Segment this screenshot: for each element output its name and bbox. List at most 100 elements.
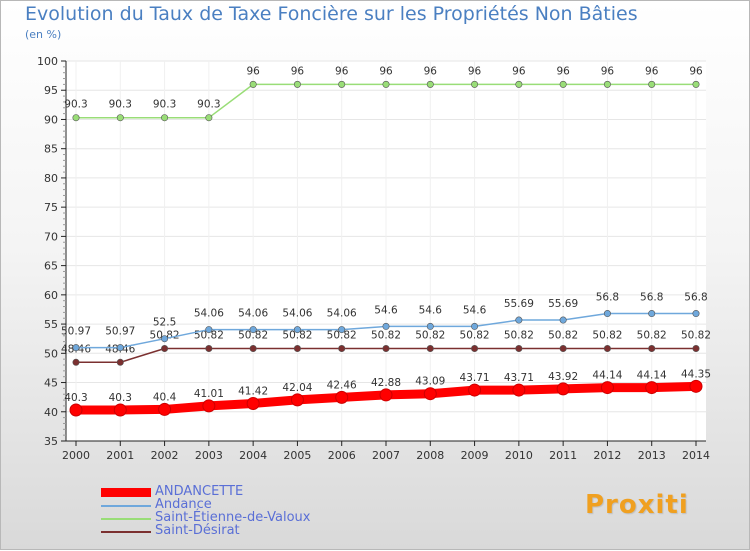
data-point-saint-desirat bbox=[692, 345, 700, 353]
series-saint-desirat: 48.4648.4650.8250.8250.8250.8250.8250.82… bbox=[61, 330, 711, 366]
data-label-saint-etienne-de-valoux: 96 bbox=[556, 65, 570, 77]
y-tick-label: 40 bbox=[44, 406, 58, 419]
x-tick-label: 2008 bbox=[416, 449, 444, 462]
y-tick-label: 45 bbox=[44, 377, 58, 390]
data-point-saint-etienne-de-valoux bbox=[382, 80, 390, 88]
y-tick-label: 65 bbox=[44, 260, 58, 273]
x-tick-label: 2001 bbox=[106, 449, 134, 462]
data-label-saint-etienne-de-valoux: 96 bbox=[468, 65, 482, 77]
data-label-andancette: 41.42 bbox=[238, 385, 268, 397]
legend-item-saint-desirat: Saint-Désirat bbox=[101, 523, 351, 538]
y-tick-label: 80 bbox=[44, 172, 58, 185]
data-label-saint-etienne-de-valoux: 90.3 bbox=[64, 99, 87, 111]
x-tick-label: 2009 bbox=[461, 449, 489, 462]
data-label-andance: 50.97 bbox=[61, 326, 91, 338]
data-label-andancette: 42.46 bbox=[327, 379, 357, 391]
data-point-andancette bbox=[202, 399, 216, 413]
data-point-saint-desirat bbox=[161, 345, 169, 353]
data-point-andancette bbox=[468, 383, 482, 397]
data-point-andancette bbox=[290, 393, 304, 407]
data-point-andancette bbox=[600, 381, 614, 395]
data-point-andancette bbox=[69, 403, 83, 417]
data-point-saint-etienne-de-valoux bbox=[426, 80, 434, 88]
data-point-saint-desirat bbox=[338, 345, 346, 353]
legend-swatch-saint-desirat bbox=[101, 531, 151, 533]
data-point-saint-etienne-de-valoux bbox=[161, 114, 169, 122]
x-tick-label: 2010 bbox=[505, 449, 533, 462]
legend-label-andancette: ANDANCETTE bbox=[155, 484, 244, 499]
data-point-andance bbox=[116, 344, 124, 352]
data-label-andance: 54.6 bbox=[419, 304, 443, 316]
x-tick-label: 2012 bbox=[593, 449, 621, 462]
data-point-saint-desirat bbox=[559, 345, 567, 353]
data-point-andance bbox=[293, 326, 301, 334]
legend-swatch-saint-etienne-de-valoux bbox=[101, 518, 151, 520]
data-point-saint-etienne-de-valoux bbox=[471, 80, 479, 88]
data-point-andance bbox=[603, 310, 611, 318]
data-point-saint-desirat bbox=[116, 358, 124, 366]
proxiti-logo: Proxiti bbox=[585, 490, 689, 520]
series-andancette: 40.3 40.3 40.4 41.01 41.42 42.04 42.46 42.88 43.… bbox=[64, 368, 711, 417]
data-point-andance bbox=[515, 316, 523, 324]
legend: ANDANCETTE Andance Saint-Étienne-de-Valo… bbox=[101, 484, 351, 538]
y-tick-label: 95 bbox=[44, 84, 58, 97]
data-point-andance bbox=[692, 310, 700, 318]
data-label-andancette: 40.4 bbox=[153, 391, 177, 403]
series-saint-etienne-de-valoux: 90.3 90.3 90.3 90.3 96 96 96 96 96 96 96 96 96 96 96 bbox=[64, 65, 703, 122]
data-point-saint-desirat bbox=[603, 345, 611, 353]
data-label-andance: 54.06 bbox=[282, 308, 312, 320]
data-point-andancette bbox=[645, 381, 659, 395]
x-tick-label: 2013 bbox=[638, 449, 666, 462]
data-label-andancette: 40.3 bbox=[64, 392, 87, 404]
series-andance: 50.97 50.97 52.5 54.06 54.06 54.06 54.06 54.6 54… bbox=[61, 292, 708, 352]
data-label-andance: 50.97 bbox=[105, 326, 135, 338]
data-label-andancette: 41.01 bbox=[194, 388, 224, 400]
legend-item-saint-etienne-de-valoux: Saint-Étienne-de-Valoux bbox=[101, 510, 351, 525]
data-point-andancette bbox=[158, 402, 172, 416]
data-point-andance bbox=[205, 326, 213, 334]
data-point-saint-etienne-de-valoux bbox=[116, 114, 124, 122]
data-label-andance: 56.8 bbox=[596, 292, 619, 304]
data-label-saint-etienne-de-valoux: 90.3 bbox=[109, 99, 132, 111]
y-tick-label: 100 bbox=[37, 55, 58, 68]
data-point-andancette bbox=[113, 403, 127, 417]
data-label-saint-desirat: 50.82 bbox=[681, 330, 711, 342]
data-label-saint-etienne-de-valoux: 96 bbox=[291, 65, 305, 77]
data-label-saint-etienne-de-valoux: 96 bbox=[645, 65, 659, 77]
data-label-andance: 54.06 bbox=[194, 308, 224, 320]
y-tick-label: 35 bbox=[44, 435, 58, 448]
data-point-andancette bbox=[423, 387, 437, 401]
data-label-andancette: 42.88 bbox=[371, 377, 401, 389]
data-label-saint-etienne-de-valoux: 96 bbox=[689, 65, 703, 77]
data-label-andancette: 43.71 bbox=[460, 372, 490, 384]
legend-label-saint-desirat: Saint-Désirat bbox=[155, 523, 240, 538]
x-tick-label: 2000 bbox=[62, 449, 90, 462]
data-point-andance bbox=[338, 326, 346, 334]
data-label-andancette: 42.04 bbox=[282, 382, 312, 394]
data-label-saint-desirat: 50.82 bbox=[460, 330, 490, 342]
data-point-saint-desirat bbox=[382, 345, 390, 353]
data-point-saint-desirat bbox=[205, 345, 213, 353]
data-point-saint-etienne-de-valoux bbox=[515, 80, 523, 88]
legend-item-andancette: ANDANCETTE bbox=[101, 484, 351, 499]
data-label-andance: 54.6 bbox=[463, 304, 487, 316]
data-point-saint-etienne-de-valoux bbox=[293, 80, 301, 88]
legend-swatch-andancette bbox=[101, 488, 151, 497]
legend-label-saint-etienne-de-valoux: Saint-Étienne-de-Valoux bbox=[155, 510, 311, 525]
data-point-andancette bbox=[512, 383, 526, 397]
data-point-andance bbox=[648, 310, 656, 318]
x-tick-label: 2007 bbox=[372, 449, 400, 462]
x-tick-label: 2011 bbox=[549, 449, 577, 462]
data-point-saint-etienne-de-valoux bbox=[648, 80, 656, 88]
data-point-andance bbox=[426, 322, 434, 330]
data-point-saint-etienne-de-valoux bbox=[205, 114, 213, 122]
y-tick-label: 85 bbox=[44, 143, 58, 156]
data-label-saint-etienne-de-valoux: 90.3 bbox=[197, 99, 220, 111]
data-point-andancette bbox=[379, 388, 393, 402]
chart-title: Evolution du Taux de Taxe Foncière sur l… bbox=[25, 3, 638, 25]
data-label-saint-desirat: 50.82 bbox=[504, 330, 534, 342]
data-point-andance bbox=[471, 322, 479, 330]
data-point-saint-desirat bbox=[648, 345, 656, 353]
data-label-saint-desirat: 50.82 bbox=[327, 330, 357, 342]
